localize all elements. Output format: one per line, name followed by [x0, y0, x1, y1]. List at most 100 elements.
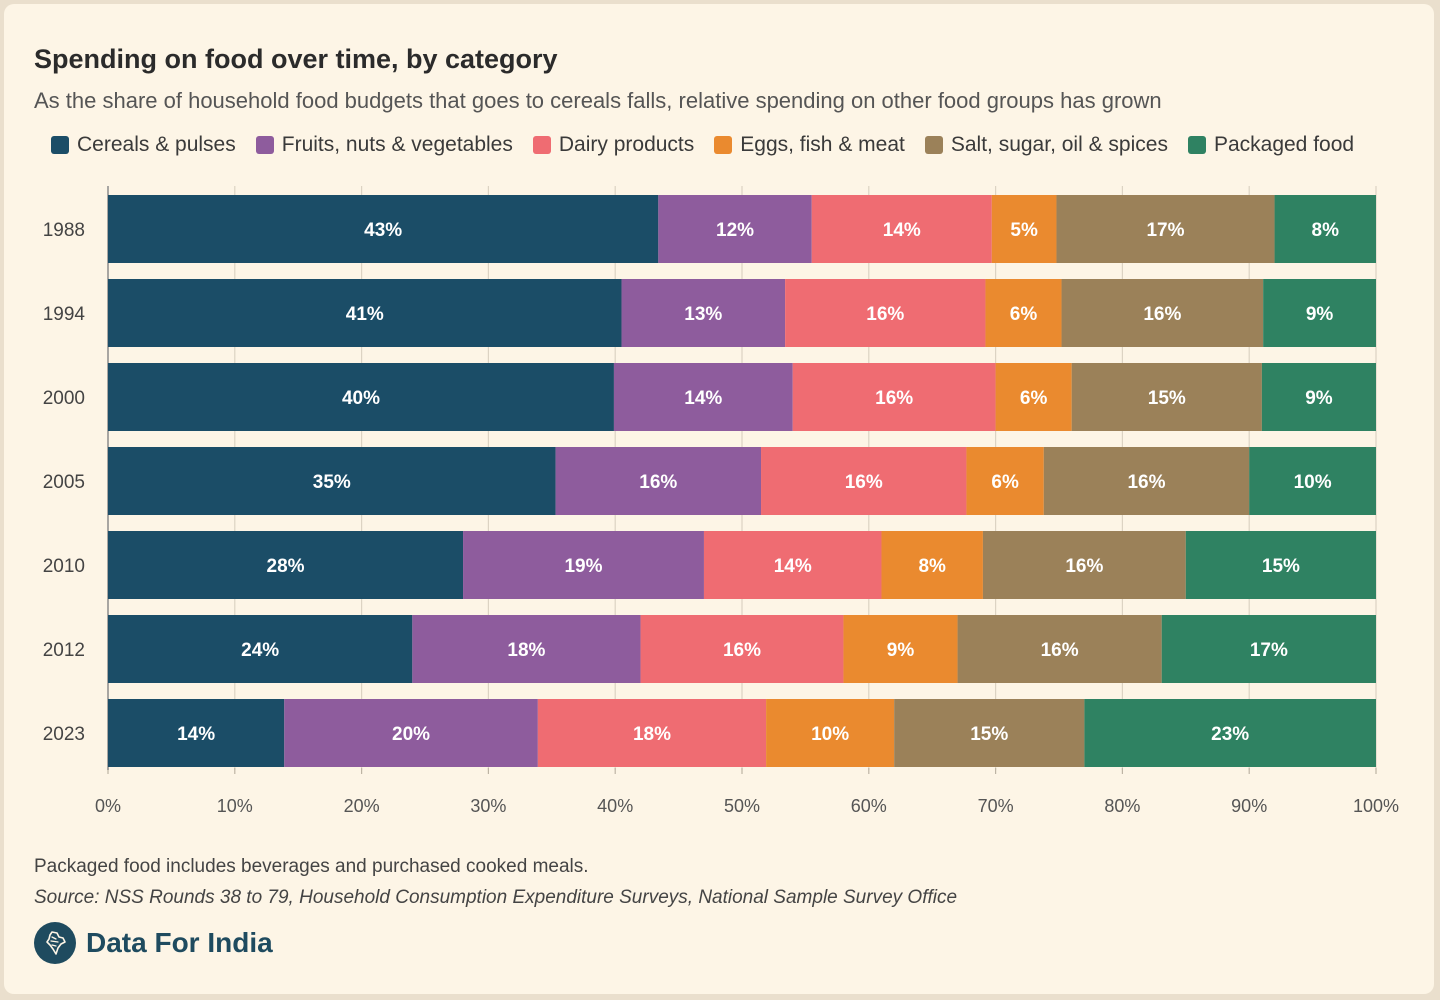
legend-swatch	[1187, 136, 1206, 154]
bar-value-label: 18%	[507, 640, 545, 661]
bar-value-label: 13%	[684, 304, 722, 325]
legend-label: Cereals & pulses	[77, 133, 236, 156]
bar-value-label: 20%	[392, 724, 430, 745]
bar-value-label: 9%	[1306, 304, 1334, 325]
chart-title: Spending on food over time, by category	[34, 44, 558, 74]
bar-value-label: 17%	[1250, 640, 1288, 661]
legend-swatch	[532, 136, 551, 154]
bar-segment	[966, 447, 1044, 515]
bar-segment	[613, 363, 793, 431]
bar-value-label: 14%	[883, 220, 921, 241]
x-tick-label: 100%	[1353, 796, 1399, 816]
bar-segment	[881, 531, 983, 599]
bar-segment	[792, 363, 996, 431]
bar-segment	[811, 195, 992, 263]
bar-segment	[703, 531, 882, 599]
footnote: Packaged food includes beverages and pur…	[34, 856, 589, 877]
bar-segment	[640, 615, 844, 683]
bar-segment	[785, 279, 986, 347]
bar-segment	[1161, 615, 1376, 683]
bar-segment	[108, 279, 622, 347]
bar-segment	[982, 531, 1186, 599]
bar-segment	[1261, 363, 1376, 431]
legend-item: Cereals & pulses	[51, 133, 236, 157]
y-category-label: 2012	[43, 640, 85, 661]
y-category-label: 2023	[43, 724, 85, 745]
legend-item: Salt, sugar, oil & spices	[924, 133, 1168, 157]
bar-segment	[108, 447, 556, 515]
bar-value-label: 16%	[723, 640, 761, 661]
bar-segment	[108, 699, 285, 767]
brand-name: Data For India	[86, 927, 273, 958]
bar-segment	[658, 195, 812, 263]
bar-value-label: 9%	[1305, 388, 1333, 409]
bar-value-label: 24%	[241, 640, 279, 661]
bar-value-label: 6%	[991, 472, 1019, 493]
y-category-label: 2010	[43, 556, 85, 577]
bar-value-label: 18%	[633, 724, 671, 745]
bar-value-label: 43%	[364, 220, 402, 241]
bar-value-label: 6%	[1010, 304, 1038, 325]
x-tick-label: 60%	[851, 796, 887, 816]
bar-segment	[1056, 195, 1275, 263]
bar-value-label: 15%	[970, 724, 1008, 745]
bar-segment	[108, 615, 413, 683]
bar-value-label: 16%	[845, 472, 883, 493]
bar-segment	[1249, 447, 1376, 515]
bar-segment	[463, 531, 704, 599]
legend-label: Packaged food	[1213, 133, 1355, 156]
y-category-label: 2000	[43, 388, 85, 409]
legend-swatch	[255, 136, 274, 154]
legend-item: Fruits, nuts & vegetables	[255, 133, 513, 157]
bar-segment	[995, 363, 1072, 431]
source-note: Source: NSS Rounds 38 to 79, Household C…	[34, 887, 958, 908]
bar-value-label: 14%	[684, 388, 722, 409]
bar-segment	[284, 699, 538, 767]
bar-segment	[1274, 195, 1376, 263]
bar-segment	[957, 615, 1162, 683]
bar-value-label: 15%	[1262, 556, 1300, 577]
x-tick-label: 20%	[344, 796, 380, 816]
bar-value-label: 28%	[267, 556, 305, 577]
bar-segment	[843, 615, 958, 683]
bar-value-label: 14%	[177, 724, 215, 745]
legend-label: Fruits, nuts & vegetables	[281, 133, 513, 156]
bar-value-label: 6%	[1020, 388, 1048, 409]
legend-label: Eggs, fish & meat	[740, 133, 905, 156]
y-category-label: 1994	[43, 304, 86, 325]
x-tick-label: 70%	[978, 796, 1014, 816]
bar-value-label: 23%	[1211, 724, 1249, 745]
legend-item: Dairy products	[532, 133, 695, 157]
x-tick-label: 40%	[597, 796, 633, 816]
legend-swatch	[51, 136, 69, 154]
bar-value-label: 17%	[1146, 220, 1184, 241]
x-tick-label: 10%	[217, 796, 253, 816]
bar-value-label: 5%	[1010, 220, 1038, 241]
bar-value-label: 12%	[716, 220, 754, 241]
bar-segment	[555, 447, 762, 515]
y-category-label: 1988	[43, 220, 85, 241]
bar-value-label: 16%	[1065, 556, 1103, 577]
chart-subtitle: As the share of household food budgets t…	[34, 88, 1162, 113]
bar-segment	[1263, 279, 1376, 347]
legend-item: Eggs, fish & meat	[714, 133, 905, 157]
bar-value-label: 16%	[1127, 472, 1165, 493]
bar-value-label: 16%	[866, 304, 904, 325]
bar-segment	[991, 195, 1057, 263]
bar-segment	[108, 195, 659, 263]
bar-segment	[894, 699, 1085, 767]
legend-label: Dairy products	[558, 133, 695, 156]
bar-value-label: 9%	[887, 640, 915, 661]
bar-segment	[1071, 363, 1262, 431]
x-tick-label: 90%	[1231, 796, 1267, 816]
bar-value-label: 10%	[1294, 472, 1332, 493]
bar-value-label: 10%	[811, 724, 849, 745]
bar-segment	[537, 699, 767, 767]
bar-value-label: 19%	[564, 556, 602, 577]
bar-segment	[985, 279, 1062, 347]
bar-segment	[1084, 699, 1376, 767]
brand: Data For India	[34, 922, 273, 964]
bar-value-label: 40%	[342, 388, 380, 409]
bar-value-label: 41%	[346, 304, 384, 325]
